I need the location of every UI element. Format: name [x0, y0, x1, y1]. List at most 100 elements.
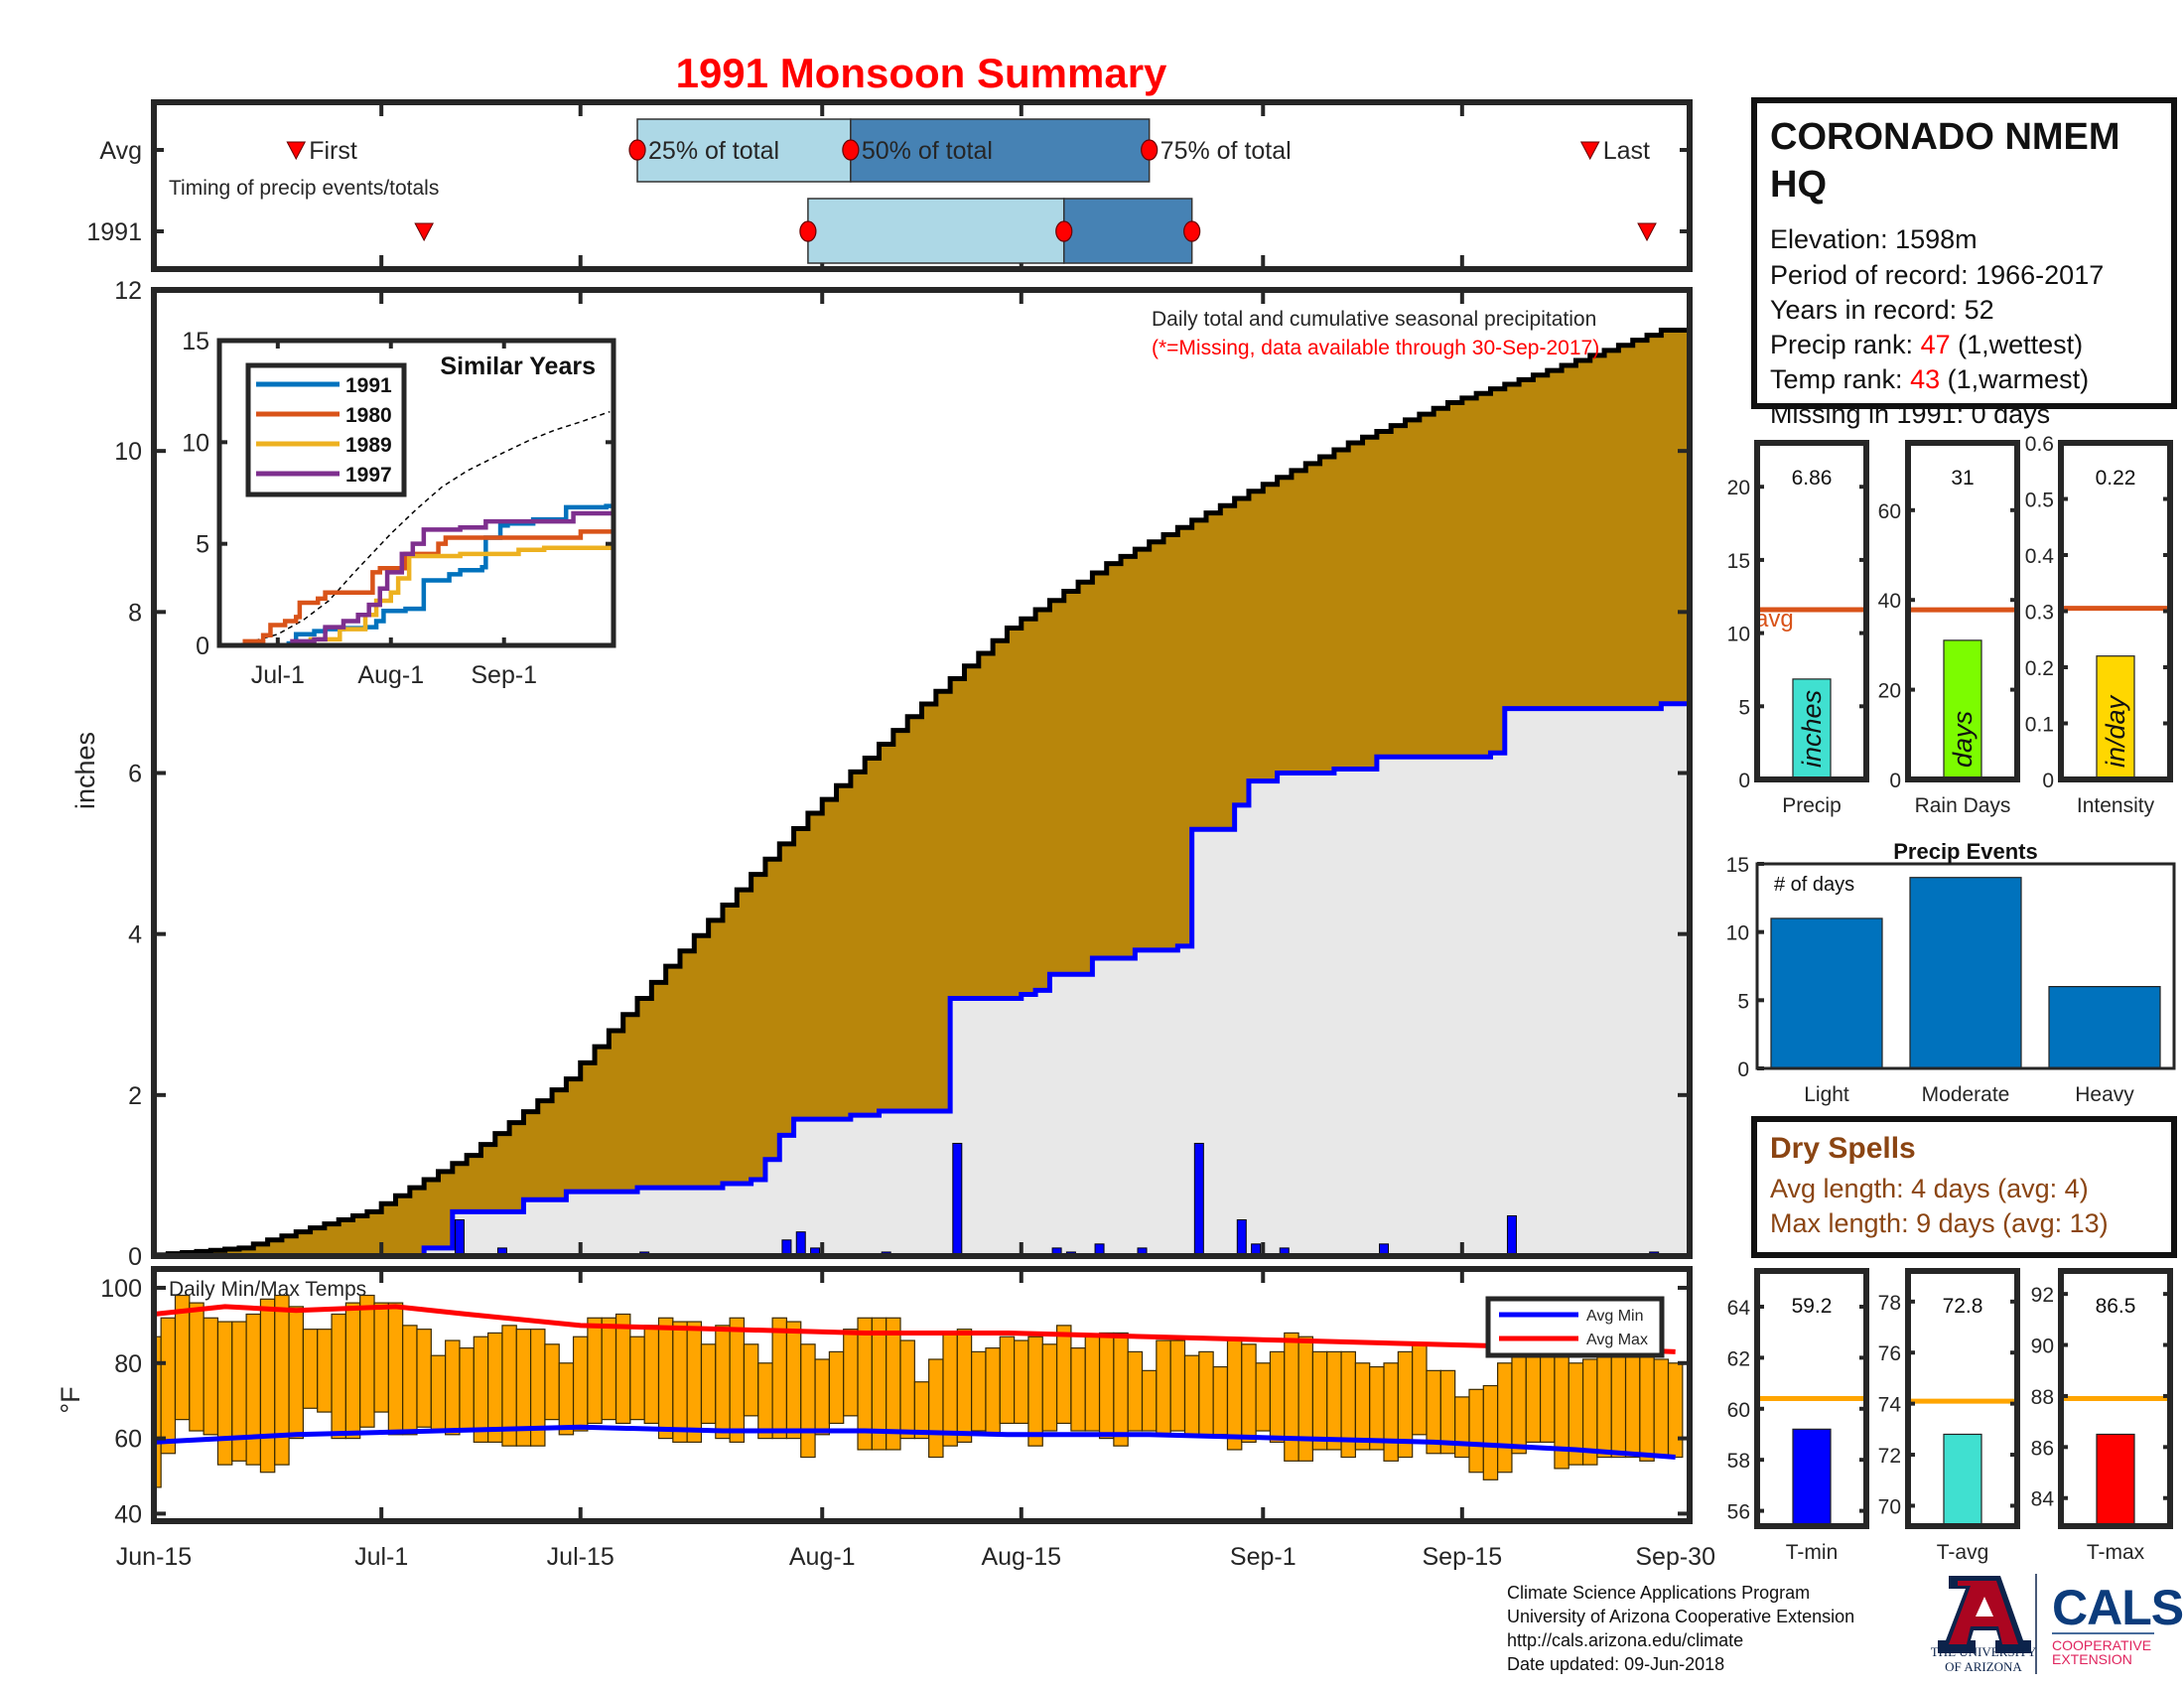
y-tick-label: 6 [128, 761, 142, 788]
bar-value-label: 86.5 [2096, 1295, 2136, 1318]
period-of-record: Period of record: 1966-2017 [1770, 260, 2104, 290]
daily-temp-bar [1311, 1350, 1328, 1451]
footer-line: Climate Science Applications Program [1507, 1583, 1810, 1603]
quartile-marker-p25 [799, 220, 817, 242]
y-tick-label: 15 [1727, 550, 1750, 573]
daily-temp-bar [1412, 1343, 1428, 1436]
elevation: Elevation: 1598m [1770, 224, 1978, 254]
avg-line-avg-max [154, 1304, 1676, 1354]
bar-value-label: 59.2 [1792, 1295, 1833, 1318]
y-tick-label: 20 [1878, 680, 1901, 703]
daily-temp-bar [800, 1343, 816, 1459]
y-tick-label: 0.1 [2025, 714, 2054, 737]
bar-value-label: 31 [1951, 467, 1974, 490]
x-tick-label: Sep-30 [1635, 1543, 1715, 1571]
inset-x-tick-label: Jul-1 [251, 661, 305, 689]
daily-temp-bar [245, 1313, 262, 1466]
y-tick-label: 2 [128, 1082, 142, 1110]
event-label-last: Last [1603, 137, 1650, 165]
station-name: CORONADO NMEM [1770, 116, 2120, 158]
y-tick-label: 10 [1726, 922, 1749, 945]
daily-precip-bar [795, 1231, 806, 1257]
daily-temp-bar [1226, 1339, 1243, 1451]
x-tick-label: Sep-15 [1423, 1543, 1503, 1571]
quartile-marker-p25 [628, 139, 646, 161]
summary-panel-frame [1905, 440, 2020, 782]
daily-temp-bar [1084, 1336, 1101, 1432]
y-tick-label: 78 [1878, 1292, 1901, 1315]
y-tick-label: 60 [1878, 500, 1901, 523]
daily-temp-bar [1198, 1350, 1214, 1436]
dry-spells-avg: Avg length: 4 days (avg: 4) [1770, 1174, 2089, 1203]
y-tick-label: 74 [1878, 1394, 1902, 1417]
panel-x-label: T-avg [1937, 1541, 1989, 1564]
y-tick-label: 64 [1727, 1297, 1751, 1320]
daily-temp-bar [814, 1358, 830, 1436]
daily-temp-bar [416, 1329, 432, 1428]
quartile-marker-p75 [1183, 220, 1201, 242]
daily-temp-bar [971, 1350, 987, 1432]
daily-temp-bar [331, 1313, 346, 1440]
y-tick-label: 10 [114, 438, 142, 466]
legend-label: 1989 [345, 434, 392, 457]
temp-y-tick-label: 100 [100, 1275, 142, 1303]
summary-bar [1943, 1433, 1982, 1527]
dry-spells-box: Dry Spells Avg length: 4 days (avg: 4) M… [1751, 1116, 2177, 1258]
daily-temp-bar [445, 1339, 461, 1436]
daily-temp-bar [1454, 1396, 1470, 1459]
cals-logo: CALS COOPERATIVE EXTENSION [2052, 1580, 2184, 1667]
precip-panel: 0 2 4 6 8 10 12 inches Daily total and cumulativ… [70, 277, 1693, 1271]
x-tick-label: Aug-1 [789, 1543, 856, 1571]
quartile-label-p25: 25% of total [648, 137, 779, 165]
footer-link[interactable]: http://cals.arizona.edu/climate [1507, 1630, 1743, 1650]
panel-x-label: Precip [1782, 794, 1842, 817]
inset-y-tick-label: 15 [182, 328, 209, 355]
event-category-label: Light [1804, 1083, 1849, 1106]
missing-days: Missing in 1991: 0 days [1770, 399, 2050, 429]
daily-temp-bar [1113, 1332, 1129, 1447]
event-bar [2048, 985, 2161, 1069]
daily-temp-bar [1183, 1354, 1200, 1436]
daily-temp-bar [700, 1343, 717, 1425]
daily-precip-bar [454, 1219, 465, 1257]
bar-value-label: 6.86 [1792, 467, 1833, 490]
inset-frame [216, 338, 616, 648]
precip-annotation: Daily total and cumulative seasonal prec… [1152, 308, 1596, 331]
events-title: Precip Events [1893, 839, 2038, 864]
daily-temp-bar [1284, 1332, 1299, 1462]
timing-row-label: Avg [99, 137, 142, 165]
daily-temp-bar [1127, 1350, 1144, 1432]
daily-temp-bar [473, 1336, 489, 1443]
daily-temp-bar [828, 1350, 845, 1425]
y-tick-label: 90 [2031, 1336, 2054, 1358]
event-category-label: Heavy [2075, 1083, 2134, 1106]
daily-temp-bar [1041, 1343, 1058, 1432]
y-tick-label: 58 [1727, 1450, 1750, 1473]
years-in-record: Years in record: 52 [1770, 295, 1994, 325]
x-axis: Jun-15 Jul-1 Jul-15 Aug-1 Aug-15 Sep-1 Sep-15 S… [116, 1543, 1715, 1571]
cumulative-1991-line [154, 701, 1690, 1259]
inset-series-line-1997 [219, 510, 614, 648]
temp-y-tick-label: 80 [114, 1350, 142, 1378]
temp-rank: Temp rank: 43 (1,warmest) [1770, 364, 2089, 394]
daily-temp-bar [942, 1332, 958, 1447]
daily-temp-bar [643, 1325, 660, 1425]
daily-temp-bar [1497, 1362, 1513, 1474]
daily-temp-bar [1511, 1350, 1527, 1455]
triangle-marker-last [1637, 222, 1657, 242]
timing-panel: Avg 25% of total 50% of total 75% of total F… [86, 99, 1693, 272]
summary-bar [1792, 1428, 1832, 1527]
y-tick-label: 0 [1889, 770, 1901, 792]
inset-y-tick-label: 5 [196, 531, 209, 559]
inset-y-tick-label: 10 [182, 429, 209, 457]
daily-temp-bar [743, 1343, 759, 1417]
precip-events-panel: Light Moderate Heavy 0 5 10 15 Precip Events # o… [1726, 839, 2176, 1106]
y-tick-label: 76 [1878, 1342, 1901, 1365]
y-tick-label: 0 [1738, 770, 1750, 792]
y-tick-label: 88 [2031, 1386, 2054, 1409]
daily-precip-bar [1193, 1142, 1204, 1257]
daily-temp-bar [373, 1302, 389, 1413]
bar-unit-label: days [1948, 711, 1978, 768]
daily-temp-bar [928, 1358, 944, 1459]
daily-temp-bar [1027, 1336, 1043, 1447]
